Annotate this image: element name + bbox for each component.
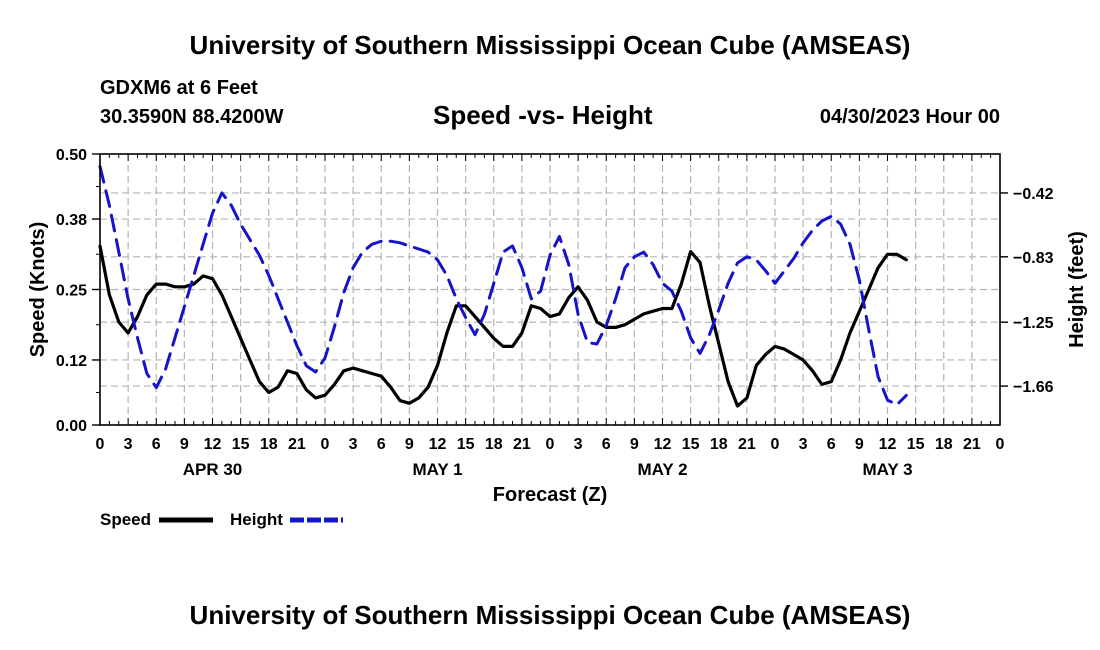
chart-subtitle: Speed -vs- Height (433, 100, 653, 130)
x-tick-label: 0 (546, 436, 555, 453)
x-tick-label: 15 (907, 436, 925, 453)
main-title: University of Southern Mississippi Ocean… (189, 30, 911, 60)
x-tick-label: 18 (935, 436, 953, 453)
x-tick-label: 12 (204, 436, 222, 453)
x-axis-title: Forecast (Z) (493, 484, 607, 506)
x-tick-label: 0 (321, 436, 330, 453)
x-tick-label: 9 (630, 436, 639, 453)
axis-labels: 0 3 6 9 12 15 18 21 0 3 6 9 12 15 18 21 0 3 6 9 12 15 18 21 0 3 6 9… (27, 147, 1088, 506)
x-tick-label: 18 (260, 436, 278, 453)
y2-tick-label: −1.25 (1013, 315, 1054, 332)
y-tick-label: 0.25 (56, 283, 87, 300)
x-tick-label: 3 (574, 436, 583, 453)
x-tick-label: 21 (513, 436, 531, 453)
day-label: MAY 1 (412, 460, 462, 479)
y-tick-label: 0.50 (56, 147, 87, 164)
legend-label-height: Height (230, 510, 283, 529)
footer-title: University of Southern Mississippi Ocean… (189, 600, 911, 630)
datetime-label: 04/30/2023 Hour 00 (819, 106, 1000, 128)
x-tick-label: 12 (429, 436, 447, 453)
legend: Speed Height (100, 510, 343, 529)
x-tick-label: 0 (996, 436, 1005, 453)
x-tick-label: 3 (124, 436, 133, 453)
x-tick-label: 21 (738, 436, 756, 453)
day-label: APR 30 (183, 460, 243, 479)
y2-tick-label: −0.83 (1013, 250, 1054, 267)
y2-tick-label: −0.42 (1013, 186, 1054, 203)
legend-label-speed: Speed (100, 510, 151, 529)
x-tick-label: 6 (152, 436, 161, 453)
x-tick-label: 3 (349, 436, 358, 453)
x-tick-label: 3 (799, 436, 808, 453)
y-tick-label: 0.38 (56, 212, 87, 229)
x-tick-label: 6 (827, 436, 836, 453)
x-tick-label: 6 (602, 436, 611, 453)
station-label: GDXM6 at 6 Feet (100, 77, 258, 99)
x-tick-label: 9 (855, 436, 864, 453)
grid-lines (100, 154, 1000, 425)
height-series-line (98, 165, 908, 407)
y-tick-label: 0.12 (56, 353, 87, 370)
day-label: MAY 2 (637, 460, 687, 479)
day-label: MAY 3 (862, 460, 912, 479)
x-tick-label: 21 (963, 436, 981, 453)
axes (92, 153, 1008, 426)
x-tick-label: 12 (879, 436, 897, 453)
y-tick-label: 0.00 (56, 418, 87, 435)
x-tick-label: 18 (485, 436, 503, 453)
x-tick-label: 12 (654, 436, 672, 453)
x-tick-label: 6 (377, 436, 386, 453)
x-tick-label: 15 (682, 436, 700, 453)
x-tick-label: 0 (771, 436, 780, 453)
series-group (98, 165, 908, 408)
y-axis-title: Speed (Knots) (27, 222, 49, 358)
y2-tick-label: −1.66 (1013, 379, 1054, 396)
x-tick-label: 9 (180, 436, 189, 453)
x-tick-label: 9 (405, 436, 414, 453)
x-tick-label: 21 (288, 436, 306, 453)
x-tick-label: 18 (710, 436, 728, 453)
x-tick-label: 0 (96, 436, 105, 453)
y2-axis-title: Height (feet) (1066, 231, 1088, 348)
x-tick-label: 15 (457, 436, 475, 453)
x-tick-label: 15 (232, 436, 250, 453)
location-label: 30.3590N 88.4200W (100, 106, 284, 128)
speed-series-line (98, 244, 908, 408)
